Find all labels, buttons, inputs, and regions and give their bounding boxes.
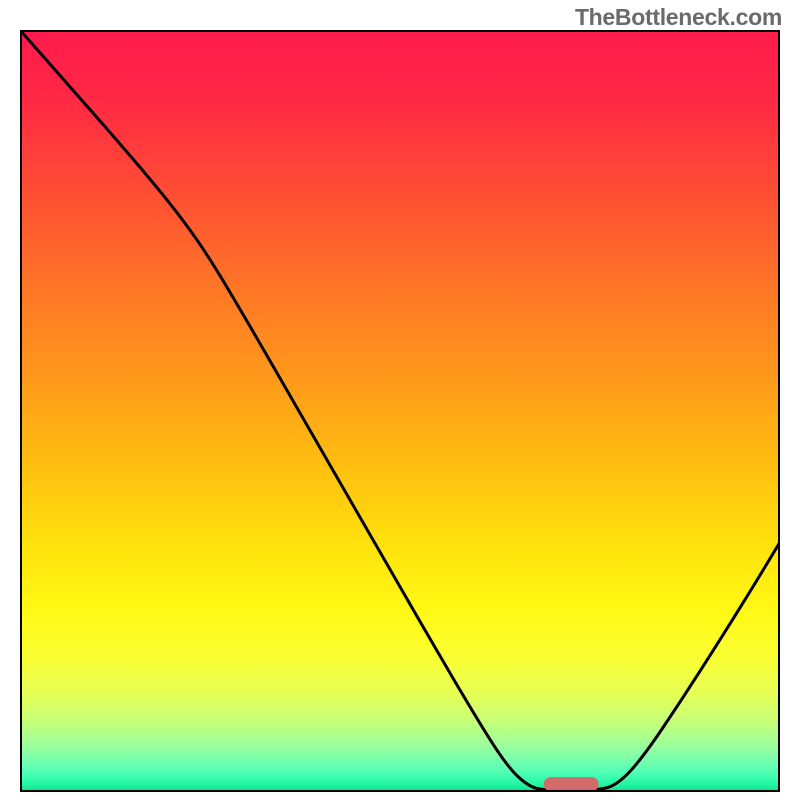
optimum-marker [544, 778, 599, 792]
watermark-text: TheBottleneck.com [575, 4, 782, 31]
plot-area [20, 30, 780, 792]
chart-container: TheBottleneck.com [0, 0, 800, 800]
curve-layer [20, 30, 780, 792]
bottleneck-curve [20, 30, 780, 790]
